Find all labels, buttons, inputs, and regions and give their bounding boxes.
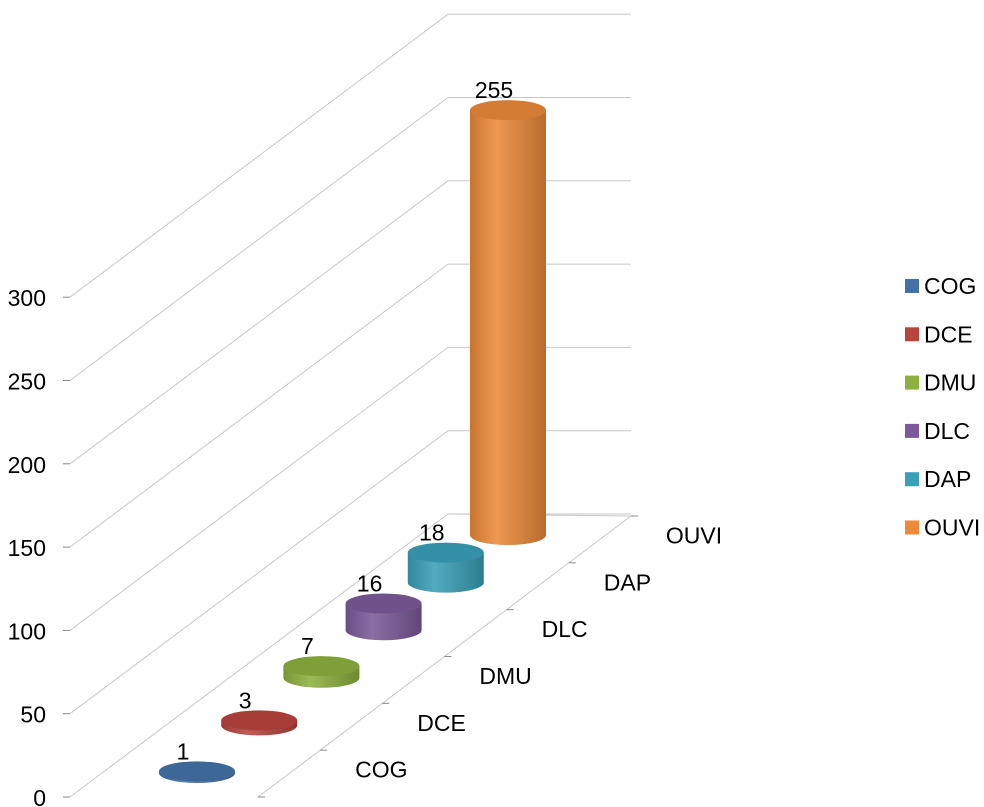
legend-label: DLC (924, 418, 970, 444)
category-label: DLC (542, 616, 588, 642)
data-labels: 1 3 7 16 18 255 (177, 77, 514, 764)
bar-ouvi (470, 100, 546, 546)
y-tick-label: 100 (8, 618, 46, 644)
y-tick-label: 200 (8, 452, 46, 478)
category-label: DCE (417, 710, 466, 736)
legend-swatch (905, 520, 919, 535)
legend-item-dlc: DLC (905, 418, 970, 444)
legend-item-dce: DCE (905, 321, 973, 347)
x-axis: COG DCE DMU DLC DAP OUVI (257, 513, 722, 798)
gridline-side (69, 97, 449, 381)
data-label: 16 (357, 571, 383, 597)
legend-label: DAP (924, 466, 971, 492)
legend-item-dmu: DMU (905, 370, 976, 396)
gridline-side (69, 180, 449, 465)
bars (159, 100, 546, 783)
bar-top (470, 100, 546, 121)
legend-label: COG (924, 273, 976, 299)
bar-body (407, 552, 484, 593)
y-tick-label: 50 (20, 702, 46, 728)
bar-dap (407, 542, 484, 593)
legend-item-cog: COG (905, 273, 976, 299)
bar-dlc (345, 593, 422, 641)
data-label: 255 (475, 77, 513, 103)
gridline-side (69, 263, 449, 548)
y-axis: 0 50 100 150 200 250 300 (8, 285, 70, 807)
gridline-side (69, 430, 449, 715)
gridline-side (69, 13, 449, 298)
legend: COG DCE DMU DLC DAP OUVI (905, 273, 980, 541)
bar-cog (159, 761, 235, 783)
legend-swatch (905, 375, 919, 390)
y-tick-label: 300 (8, 285, 46, 311)
category-label: COG (355, 757, 407, 783)
data-label: 3 (239, 687, 252, 713)
bar-dce (221, 710, 298, 736)
data-label: 7 (301, 633, 314, 659)
category-label: DAP (604, 569, 651, 595)
legend-item-dap: DAP (905, 466, 971, 492)
bar-top (283, 656, 360, 677)
legend-label: DMU (924, 370, 976, 396)
bar-body (470, 110, 546, 546)
legend-label: DCE (924, 321, 973, 347)
gridline-side (69, 346, 449, 631)
bar-top (159, 761, 235, 782)
y-tick-label: 250 (8, 369, 46, 395)
bar-dmu (283, 656, 360, 688)
category-label: DMU (479, 663, 531, 689)
y-tick-label: 150 (8, 535, 46, 561)
legend-item-ouvi: OUVI (905, 515, 980, 541)
legend-swatch (905, 423, 919, 438)
gridline-side (69, 513, 449, 798)
bar-body (345, 603, 422, 641)
bar-top (221, 710, 298, 731)
data-label: 1 (177, 738, 190, 764)
bar-top (407, 542, 484, 563)
legend-label: OUVI (924, 515, 980, 541)
legend-swatch (905, 327, 919, 342)
legend-swatch (905, 472, 919, 487)
category-label: OUVI (666, 522, 722, 548)
data-label: 18 (419, 520, 445, 546)
y-tick-label: 0 (33, 785, 46, 807)
legend-swatch (905, 279, 919, 293)
bar-top (345, 593, 422, 614)
